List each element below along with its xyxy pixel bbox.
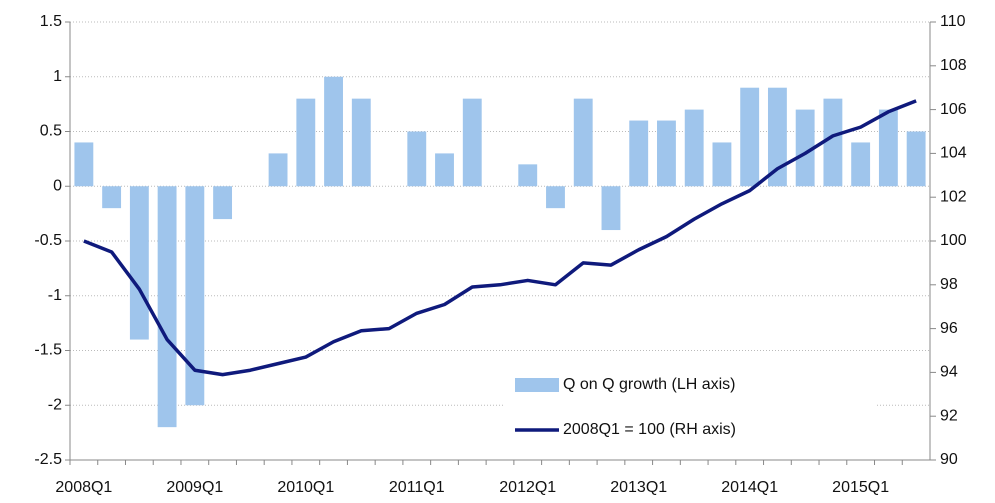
x-tick-label: 2013Q1 [610,479,667,496]
x-tick-label: 2012Q1 [499,479,556,496]
legend-box [505,365,875,453]
line [83,99,917,377]
bar [435,153,454,187]
bar [851,142,871,187]
bar [767,87,787,187]
x-tick-label: 2009Q1 [166,479,223,496]
y2-tick-label: 100 [940,232,967,249]
bar [518,164,538,187]
y2-tick-label: 108 [940,57,967,74]
bar [324,76,343,187]
bar [157,186,177,428]
y-tick-label: -2.5 [34,451,62,468]
x-tick-label: 2011Q1 [389,479,445,496]
bar [823,98,843,187]
y-tick-label: 0.5 [40,123,62,140]
y-tick-label: 1 [53,68,62,85]
bar [878,109,898,187]
y2-tick-label: 102 [940,188,967,205]
bar [629,120,649,187]
y-tick-label: -1.5 [34,342,62,359]
y2-tick-label: 106 [940,101,967,118]
x-tick-label: 2010Q1 [277,479,334,496]
legend-label: Q on Q growth (LH axis) [563,376,736,393]
bar [268,153,288,187]
bar [546,186,565,209]
x-tick-label: 2008Q1 [55,479,112,496]
bar [684,109,704,187]
y-tick-label: -1 [48,287,62,304]
y-tick-label: 1.5 [40,13,62,30]
bar [213,186,233,220]
bar [657,120,676,187]
bar [573,98,593,187]
bar [906,131,926,187]
x-tick-label: 2014Q1 [721,479,778,496]
bar [74,142,94,187]
y2-tick-label: 96 [940,320,958,337]
bar [795,109,815,187]
y2-tick-label: 90 [940,451,958,468]
y-tick-label: -0.5 [34,232,62,249]
bar [102,186,122,209]
bar [351,98,371,187]
bar [740,87,760,187]
y-tick-label: 0 [53,177,62,194]
y-tick-label: -2 [48,396,62,413]
y2-tick-label: 94 [940,364,958,381]
legend-swatch [515,378,559,392]
x-tick-label: 2015Q1 [832,479,889,496]
legend-label: 2008Q1 = 100 (RH axis) [563,421,736,438]
bar [185,186,205,406]
bar [296,98,316,187]
bar [129,186,149,340]
bar [712,142,732,187]
y2-tick-label: 98 [940,276,958,293]
bar [462,98,482,187]
bar [601,186,621,231]
y2-tick-label: 110 [940,13,966,30]
y2-tick-label: 92 [940,407,958,424]
bar [407,131,427,187]
y2-tick-label: 104 [940,145,967,162]
